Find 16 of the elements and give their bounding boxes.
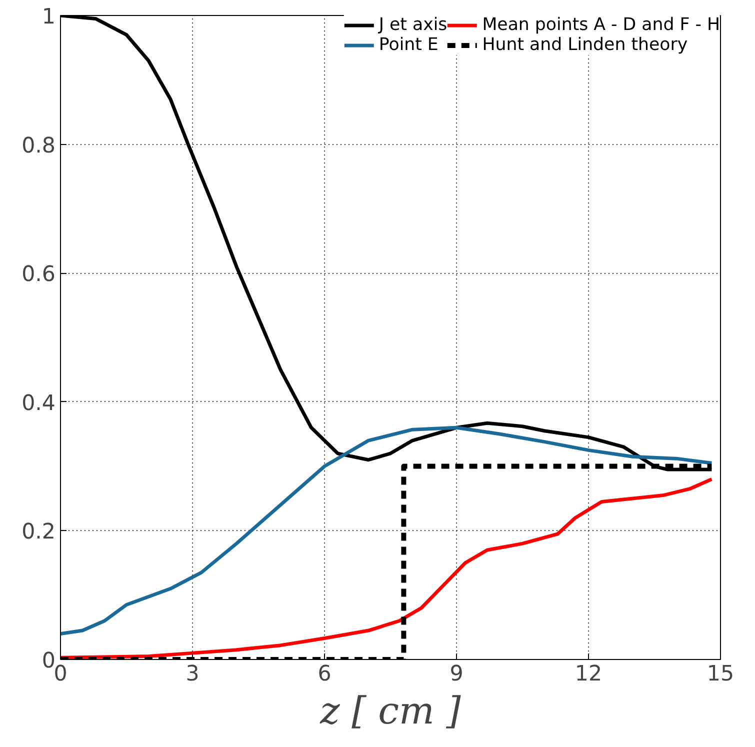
line-series [60,426,714,636]
x-tick-label: 9 [450,662,464,686]
y-tick-label: 1 [42,4,56,30]
y-tick-label: 0.4 [22,390,56,416]
x-tick-label: 6 [318,662,332,686]
x-tick-label: 15 [706,662,734,686]
legend-label: Point E [378,35,438,55]
x-tick-label: 3 [186,662,200,686]
x-axis-title: z [ cm ] [319,688,462,732]
y-tick-label: 0.2 [22,520,56,545]
legend-label: J et axis [378,15,448,35]
y-tick-label: 0.6 [22,262,56,288]
legend-label: Mean points A - D and F - H [482,15,720,35]
legend-label: Hunt and Linden theory [482,35,688,55]
x-tick-label: 12 [574,662,602,686]
y-tick-label: 0.8 [22,133,56,158]
